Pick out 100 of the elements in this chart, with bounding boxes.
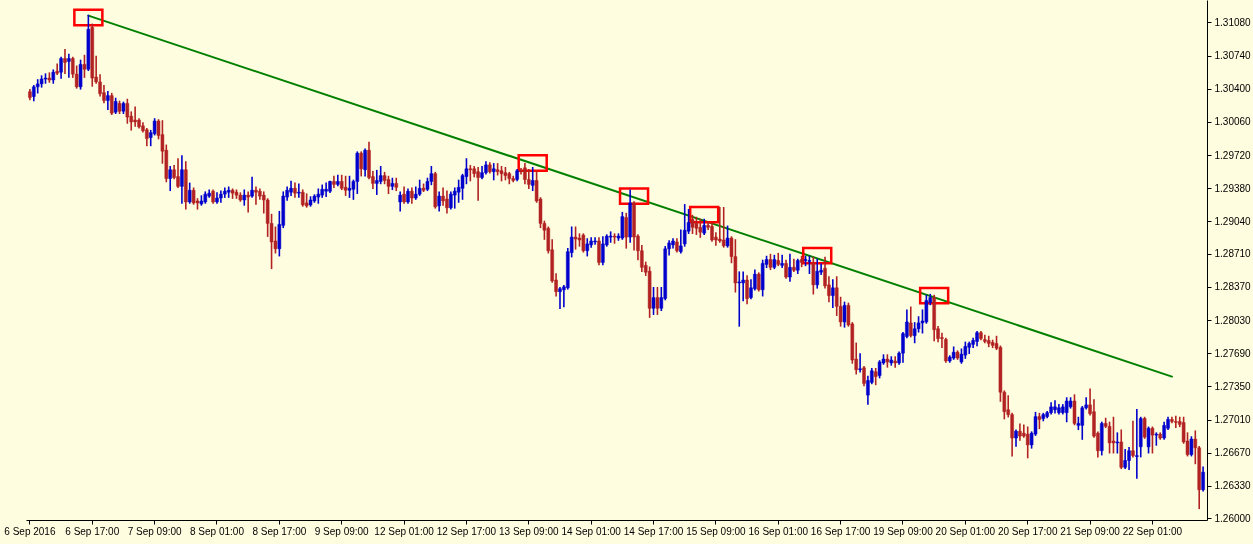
candlestick [831,279,835,309]
candlestick [1150,426,1155,454]
candlestick [332,175,336,189]
candlestick [624,212,628,249]
x-tick-label: 7 Sep 09:00 [127,525,183,537]
candlestick [363,148,367,177]
x-tick-label: 13 Sep 09:00 [499,525,559,537]
y-tick-label: 1.31080 [1214,16,1252,28]
candlestick [359,151,363,177]
candlestick [250,176,254,198]
x-tick-label: 6 Sep 17:00 [65,525,120,537]
candlestick [67,53,71,78]
x-tick-label: 8 Sep 01:00 [190,525,245,537]
candlestick [1135,408,1139,479]
y-tick-label: 1.29720 [1214,149,1252,161]
candlestick [725,225,730,248]
y-tick-label: 1.30740 [1214,50,1252,62]
candlestick [558,287,562,310]
candlestick [187,182,192,204]
candlestick [1072,394,1077,426]
x-tick-label: 19 Sep 09:00 [873,525,934,537]
candlestick [59,56,63,79]
candlestick [792,258,796,273]
y-tick-label: 1.30400 [1214,83,1252,95]
candlestick [745,275,749,305]
candlestick [620,211,625,240]
x-tick-label: 12 Sep 01:00 [374,525,435,537]
candlestick [1201,466,1205,492]
candlestick [780,254,784,269]
candlestick [651,287,656,315]
candlestick [168,166,172,192]
candlestick [375,169,379,195]
x-tick-label: 14 Sep 01:00 [561,525,622,537]
candlestick [944,337,948,363]
x-tick-label: 16 Sep 17:00 [810,525,871,537]
candlestick [655,287,660,315]
candlestick [347,175,352,198]
candlestick [811,256,816,295]
candlestick [343,175,348,196]
candlestick [133,106,137,127]
x-tick-label: 12 Sep 17:00 [436,525,497,537]
candlestick [721,207,726,248]
candlestick [1115,432,1120,454]
candlestick [815,258,819,289]
y-tick-label: 1.27690 [1214,347,1252,359]
x-tick-label: 8 Sep 17:00 [252,525,307,537]
candlestick [1111,416,1116,454]
candlestick [437,191,441,212]
candlestick [445,190,449,214]
candlestick [983,334,987,344]
x-tick-label: 16 Sep 01:00 [748,525,809,537]
candlestick [254,186,258,205]
candlestick [1127,447,1131,471]
y-tick-label: 1.28710 [1214,248,1252,260]
y-tick-label: 1.26330 [1214,480,1252,492]
x-tick-label: 21 Sep 09:00 [1060,525,1121,537]
y-tick-label: 1.28370 [1214,281,1252,293]
candlestick [893,356,897,368]
candlestick [1146,426,1151,454]
candlestick [110,92,114,115]
y-tick-label: 1.28030 [1214,314,1252,326]
candlestick [909,306,913,338]
y-tick-label: 1.27350 [1214,380,1252,392]
candlestick [601,236,605,266]
candlestick [246,191,250,213]
candlestick [593,237,597,245]
candlestick [597,237,601,266]
x-tick-label: 6 Sep 2016 [4,525,56,537]
candlestick [523,163,527,185]
candlestick [55,63,59,75]
x-tick-label: 9 Sep 09:00 [314,525,370,537]
y-tick-label: 1.27010 [1214,414,1252,426]
candlestick [573,226,578,250]
x-tick-label: 20 Sep 17:00 [997,525,1058,537]
candlestick [476,167,480,201]
candlestick [176,158,180,189]
candlestick [180,155,184,204]
candlestick [1174,415,1178,429]
candlestick [82,54,87,78]
candlestick [842,301,847,328]
candlestick [1053,400,1057,414]
y-tick-label: 1.26000 [1214,512,1252,524]
candlestick [1123,448,1127,470]
y-tick-label: 1.29380 [1214,182,1252,194]
candlestick [862,366,866,387]
x-tick-label: 20 Sep 01:00 [935,525,996,537]
candlestick [788,253,792,282]
candlestick [297,183,301,198]
candlestick [78,59,83,90]
candlestick [1142,416,1147,439]
x-tick-label: 14 Sep 17:00 [623,525,684,537]
candlestick [1025,426,1030,459]
candlestick [398,191,402,212]
candlestick [63,48,67,74]
candlestick [737,271,742,327]
y-tick-label: 1.30060 [1214,116,1252,128]
candlestick [106,90,110,111]
y-tick-label: 1.26670 [1214,447,1252,459]
x-tick-label: 22 Sep 01:00 [1122,525,1183,537]
candlestick [1131,420,1135,458]
